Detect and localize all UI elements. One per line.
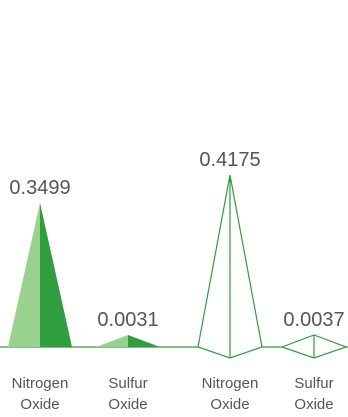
pyramid-4 — [280, 334, 348, 359]
pyramid-1 — [8, 202, 72, 347]
pyramid-2 — [96, 335, 160, 347]
pyramid-left-face — [96, 335, 128, 347]
pyramid-outline — [280, 334, 348, 359]
pyramid-right-face — [128, 335, 160, 347]
value-label: 0.0031 — [97, 309, 158, 331]
category-label: Nitrogen — [12, 375, 69, 392]
category-labels-layer: Nitrogen Oxide Sulfur Oxide Nitrogen Oxide Sul… — [12, 375, 334, 413]
value-label: 0.4175 — [199, 149, 260, 171]
pyramid-outline — [197, 174, 263, 359]
value-label: 0.0037 — [283, 309, 344, 331]
category-label: Oxide — [210, 396, 249, 413]
category-label: Oxide — [20, 396, 59, 413]
category-label: Sulfur — [294, 375, 333, 392]
pyramid-right-face — [40, 202, 72, 347]
pyramid-left-face — [8, 202, 40, 347]
category-label: Sulfur — [108, 375, 147, 392]
marks-layer — [8, 174, 348, 359]
pyramid-3 — [197, 174, 263, 359]
value-label: 0.3499 — [9, 177, 70, 199]
category-label: Nitrogen — [202, 375, 259, 392]
category-label: Oxide — [294, 396, 333, 413]
value-labels-layer: 0.3499 0.0031 0.4175 0.0037 — [9, 149, 344, 331]
category-label: Oxide — [108, 396, 147, 413]
